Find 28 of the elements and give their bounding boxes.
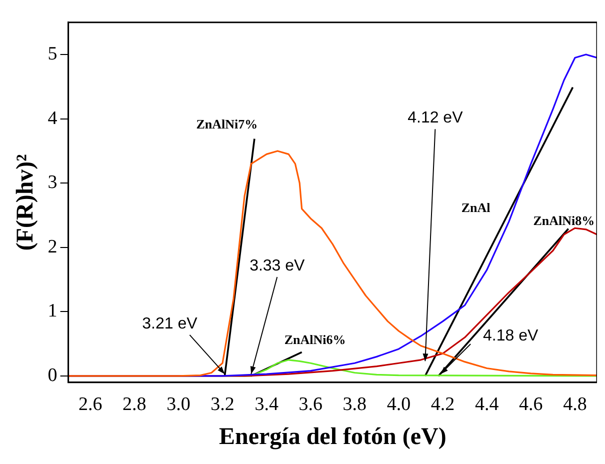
- x-tick-label: 4.8: [563, 394, 587, 415]
- x-axis-title: Energía del fotón (eV): [219, 424, 446, 450]
- x-tick-label: 4.6: [519, 394, 543, 415]
- annotation: 3.33 eV: [250, 257, 306, 274]
- y-tick-label: 5: [48, 44, 58, 65]
- annotation: 4.18 eV: [483, 327, 538, 344]
- series-label: ZnAlNi6%: [284, 332, 346, 347]
- x-tick-label: 3.4: [254, 394, 279, 415]
- x-tick-label: 4.0: [386, 394, 411, 415]
- series-label: ZnAl: [461, 200, 491, 216]
- x-tick-label: 3.0: [166, 394, 190, 415]
- x-tick-label: 3.2: [210, 394, 234, 415]
- x-tick-label: 4.2: [430, 394, 455, 415]
- x-tick-label: 2.8: [122, 394, 146, 415]
- y-tick-label: 0: [48, 364, 58, 386]
- annotation: 4.12 eV: [408, 110, 464, 127]
- annotation: 3.21 eV: [142, 315, 198, 332]
- x-tick-label: 2.6: [78, 394, 102, 415]
- x-tick-label: 3.8: [342, 394, 367, 415]
- series-label: ZnAlNi7%: [196, 116, 258, 132]
- y-tick-label: 4: [48, 108, 58, 129]
- x-tick-label: 3.6: [298, 394, 322, 415]
- x-tick-label: 4.4: [474, 394, 500, 415]
- y-tick-label: 3: [48, 172, 58, 194]
- series-label: ZnAlNi8%: [533, 213, 595, 228]
- y-tick-label: 1: [48, 300, 58, 322]
- y-tick-label: 2: [48, 236, 58, 258]
- y-axis-title: (F(R)hv)²: [12, 154, 39, 251]
